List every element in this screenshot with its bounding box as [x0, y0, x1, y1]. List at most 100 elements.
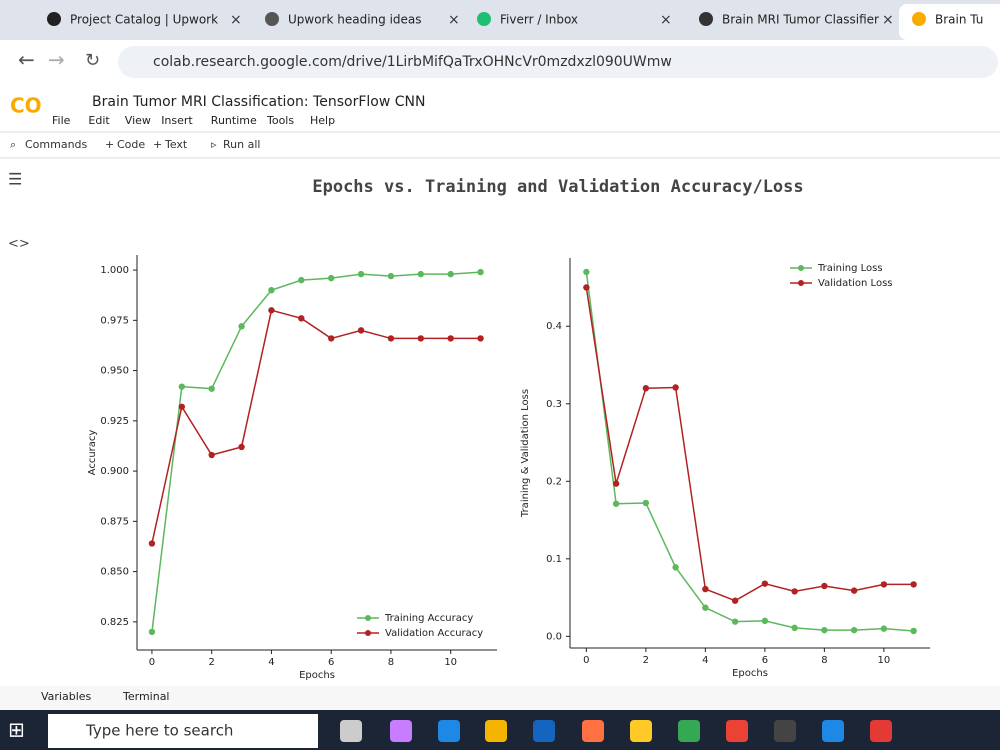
y-tick-label: 0.4 [546, 321, 562, 332]
taskbar-app[interactable] [630, 720, 652, 742]
point [612, 480, 620, 487]
menu-item[interactable]: Insert [161, 114, 193, 127]
point [208, 451, 215, 459]
menu-item[interactable]: Edit [88, 114, 110, 127]
tab-title[interactable]: Upwork heading ideas [288, 13, 422, 27]
search-text[interactable]: Type here to search [85, 722, 233, 740]
menu-item[interactable]: Help [310, 114, 335, 127]
legend-marker [365, 630, 371, 636]
forward[interactable]: → [48, 48, 65, 72]
search-box[interactable] [48, 714, 318, 748]
x-tick-label: 6 [328, 657, 334, 668]
tab-icon [265, 12, 279, 26]
point [238, 443, 245, 451]
notebook-title[interactable]: Brain Tumor MRI Classification: TensorFl… [92, 94, 425, 110]
taskbar-app[interactable] [582, 720, 604, 742]
x-tick-label: 0 [149, 657, 155, 668]
point [672, 564, 679, 571]
point [148, 628, 156, 636]
point [850, 626, 858, 634]
x-tick-label: 10 [444, 657, 457, 668]
point [672, 384, 679, 391]
point [612, 500, 620, 507]
point [387, 272, 395, 280]
point [298, 276, 305, 284]
taskbar-app[interactable] [438, 720, 460, 742]
tab-title[interactable]: Brain MRI Tumor Classifier [722, 13, 879, 27]
series-line [585, 287, 914, 602]
taskbar-app[interactable] [485, 720, 507, 742]
menu-item[interactable]: File [52, 114, 71, 127]
toolbar-icon: ▹ [211, 138, 217, 151]
y-tick-label: 0.2 [546, 476, 562, 487]
toolbar-icon: + [153, 138, 162, 151]
point [238, 323, 245, 330]
taskbar-app[interactable] [726, 720, 748, 742]
point [268, 286, 275, 294]
start[interactable]: ⊞ [8, 718, 25, 742]
point [910, 627, 917, 635]
legend-label: Validation Accuracy [385, 628, 483, 639]
y-tick-label: 0.1 [546, 554, 562, 565]
menu-item[interactable]: View [125, 114, 151, 127]
point [821, 582, 828, 590]
toolbar-button[interactable]: Text [164, 138, 188, 151]
menu-item[interactable]: Tools [266, 114, 294, 127]
reload[interactable]: ↻ [85, 50, 100, 71]
y-tick-label: 0.850 [100, 567, 129, 578]
address-bar[interactable] [118, 46, 998, 78]
x-tick-label: 8 [821, 655, 827, 666]
point [417, 335, 425, 342]
menu-item[interactable]: Runtime [211, 114, 257, 127]
point [357, 270, 365, 278]
taskbar-app[interactable] [340, 720, 362, 742]
tab-close[interactable]: × [882, 12, 894, 28]
tab-title[interactable]: Brain Tu [935, 13, 983, 27]
tab-close[interactable]: × [230, 12, 242, 28]
point [910, 581, 917, 588]
status-item[interactable]: Terminal [122, 690, 170, 703]
taskbar-app[interactable] [678, 720, 700, 742]
y-tick-label: 0.875 [100, 516, 129, 527]
x-tick-label: 2 [643, 655, 649, 666]
y-tick-label: 0.900 [100, 466, 129, 477]
point [477, 268, 484, 276]
y-tick-label: 0.975 [100, 315, 129, 326]
x-tick-label: 4 [268, 657, 274, 668]
series-line [151, 309, 481, 544]
toolbar-button[interactable]: Commands [25, 138, 88, 151]
toolbar-button[interactable]: Code [117, 138, 145, 151]
url[interactable]: colab.research.google.com/drive/1LirbMif… [153, 54, 672, 70]
taskbar-app[interactable] [774, 720, 796, 742]
status-item[interactable]: Variables [41, 690, 92, 703]
tab-title[interactable]: Project Catalog | Upwork [70, 13, 218, 27]
tab-close[interactable]: × [448, 12, 460, 28]
code-icon[interactable]: <> [8, 237, 30, 252]
point [702, 585, 709, 593]
toc-icon[interactable]: ☰ [8, 170, 22, 189]
toolbar-button[interactable]: Run all [223, 138, 260, 151]
tab-close[interactable]: × [660, 12, 672, 28]
point [208, 385, 215, 392]
x-axis-label: Epochs [732, 668, 768, 679]
taskbar-app[interactable] [533, 720, 555, 742]
y-tick-label: 0.925 [100, 416, 129, 427]
x-tick-label: 2 [209, 657, 215, 668]
point [268, 307, 275, 314]
point [791, 624, 798, 632]
x-tick-label: 8 [388, 657, 394, 668]
point [761, 617, 769, 625]
point [447, 270, 454, 278]
point [178, 383, 186, 390]
taskbar-app[interactable] [390, 720, 412, 742]
point [583, 268, 590, 276]
point [417, 270, 425, 278]
point [821, 626, 828, 634]
taskbar-app[interactable] [870, 720, 892, 742]
tab-title[interactable]: Fiverr / Inbox [500, 13, 578, 27]
toolbar-icon: + [105, 138, 114, 151]
y-tick-label: 0.0 [546, 631, 562, 642]
back[interactable]: ← [18, 48, 35, 72]
taskbar-app[interactable] [822, 720, 844, 742]
